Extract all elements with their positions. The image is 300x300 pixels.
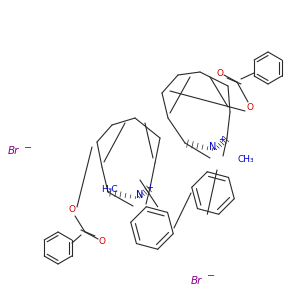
Text: N: N [209,142,217,152]
Text: H₃C: H₃C [101,185,118,194]
Text: Br: Br [8,146,19,157]
Text: Br: Br [190,275,202,286]
Text: O: O [98,236,106,245]
Text: +: + [219,136,225,145]
Text: O: O [217,68,224,77]
Text: O: O [68,206,76,214]
Text: O: O [247,103,254,112]
Text: −: − [23,142,32,152]
Text: +: + [147,184,153,193]
Text: −: − [206,272,214,281]
Text: N: N [136,190,144,200]
Text: CH₃: CH₃ [237,155,253,164]
